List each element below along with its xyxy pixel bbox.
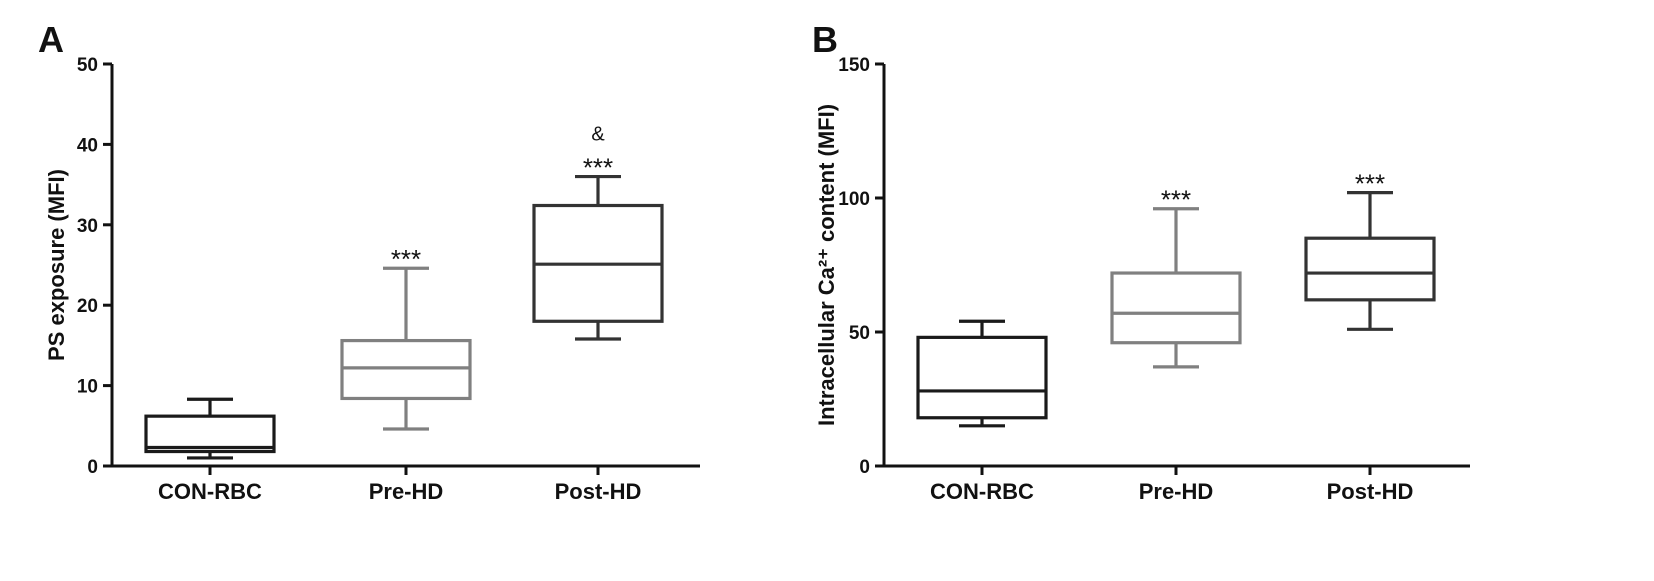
y-tick-label: 20	[77, 296, 98, 317]
box-con-rbc	[916, 319, 1048, 428]
y-tick-label: 0	[859, 457, 870, 478]
panel-letter-a: A	[38, 19, 64, 60]
box-iqr	[144, 414, 276, 454]
x-category-label: Pre-HD	[1139, 479, 1214, 504]
y-tick-label: 150	[838, 55, 870, 76]
y-axis-label-b: Intracellular Ca²⁺ content (MFI)	[814, 104, 839, 426]
significance-stars: ***	[1355, 169, 1385, 199]
significance-ampersand: &	[591, 124, 605, 146]
panel-a: A PS exposure (MFI) 0 10 20 30 40 50 CON-RBC Pr…	[38, 19, 700, 504]
box-iqr	[916, 335, 1048, 420]
axes-b: 0 50 100 150 CON-RBC Pre-HD Post-HD	[838, 55, 1470, 504]
significance-stars: ***	[1161, 185, 1191, 215]
axes-a: 0 10 20 30 40 50 CON-RBC Pre-HD Post-HD	[77, 55, 700, 504]
boxes-b	[916, 191, 1436, 428]
x-category-label: Pre-HD	[369, 479, 444, 504]
y-tick-label: 0	[87, 457, 98, 478]
box-iqr	[1110, 271, 1242, 345]
box-iqr	[1304, 236, 1436, 302]
annotations-a: *** *** &	[391, 124, 613, 275]
y-tick-label: 30	[77, 216, 98, 237]
y-tick-label: 40	[77, 135, 98, 156]
x-category-label: Post-HD	[555, 479, 642, 504]
x-category-label: Post-HD	[1327, 479, 1414, 504]
significance-stars: ***	[583, 153, 613, 183]
y-tick-label: 10	[77, 377, 98, 398]
panel-b: B Intracellular Ca²⁺ content (MFI) 0 50 10…	[812, 19, 1470, 504]
box-con-rbc	[144, 397, 276, 460]
panel-letter-b: B	[812, 19, 838, 60]
y-tick-label: 100	[838, 189, 870, 210]
box-post-hd	[532, 174, 664, 341]
significance-stars: ***	[391, 244, 421, 274]
y-axis-label-a: PS exposure (MFI)	[44, 169, 69, 361]
annotations-b: *** ***	[1161, 169, 1385, 215]
box-iqr	[340, 338, 472, 401]
boxes-a	[144, 174, 664, 460]
box-pre-hd	[1110, 207, 1242, 369]
y-tick-label: 50	[77, 55, 98, 76]
x-category-label: CON-RBC	[930, 479, 1034, 504]
box-pre-hd	[340, 266, 472, 431]
x-category-label: CON-RBC	[158, 479, 262, 504]
y-tick-label: 50	[849, 323, 870, 344]
box-post-hd	[1304, 191, 1436, 331]
